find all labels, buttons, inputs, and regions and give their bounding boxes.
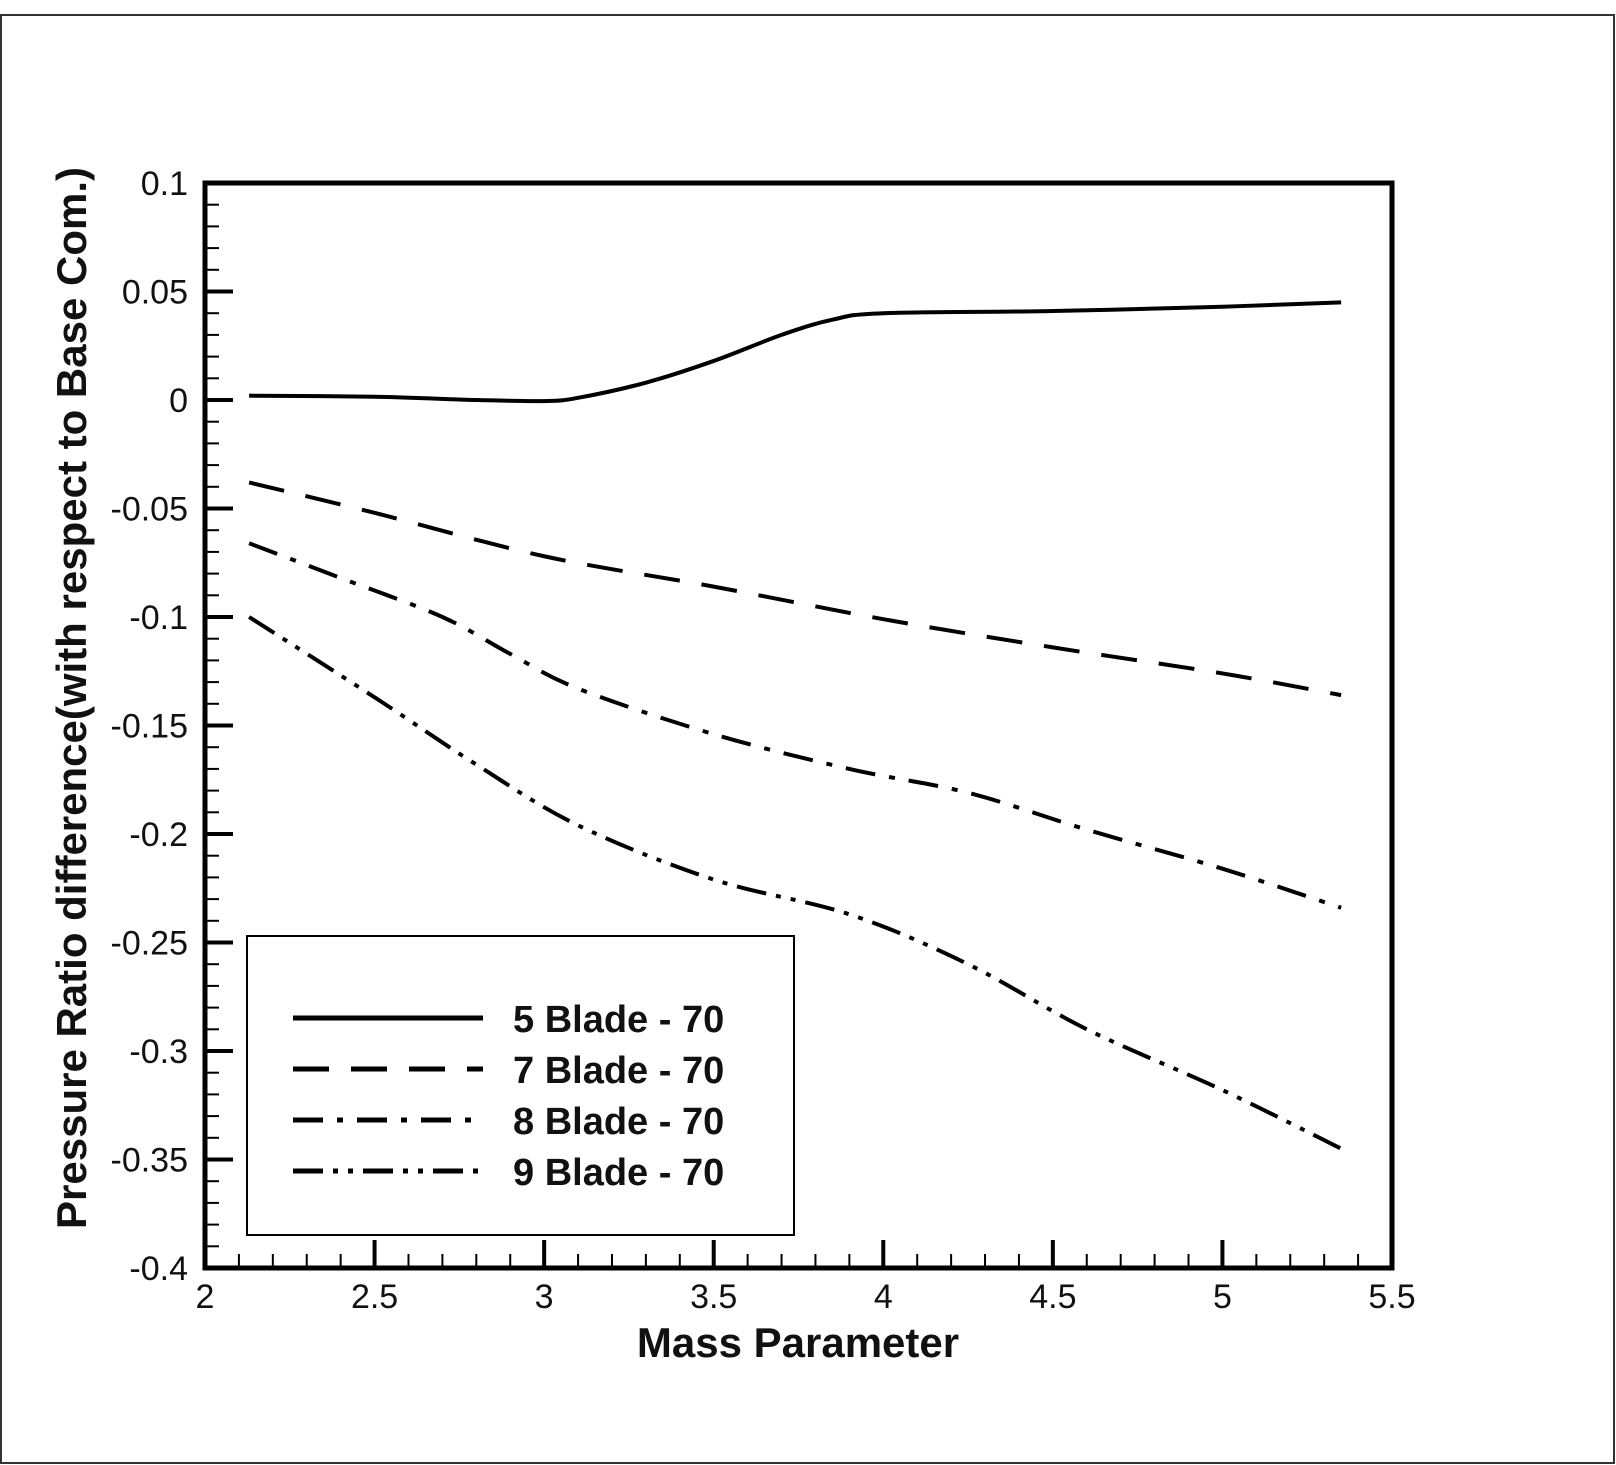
x-axis-title: Mass Parameter bbox=[637, 1319, 959, 1366]
y-tick-label: 0.05 bbox=[122, 274, 188, 312]
x-tick-label: 3.5 bbox=[690, 1278, 737, 1316]
legend-label: 9 Blade - 70 bbox=[513, 1152, 724, 1194]
plot-area-border bbox=[202, 180, 1395, 1271]
x-tick-label: 5 bbox=[1213, 1278, 1232, 1316]
legend-label: 8 Blade - 70 bbox=[513, 1101, 724, 1143]
y-tick-label: -0.2 bbox=[129, 816, 188, 854]
y-tick-label: -0.25 bbox=[111, 925, 189, 963]
y-tick-label: -0.35 bbox=[111, 1142, 189, 1180]
series-line-1 bbox=[249, 300, 1342, 404]
y-tick-label: -0.1 bbox=[129, 599, 188, 637]
y-tick-label: -0.4 bbox=[129, 1250, 188, 1288]
x-tick-label: 3 bbox=[535, 1278, 554, 1316]
x-tick-label: 4 bbox=[874, 1278, 893, 1316]
x-tick-label: 2.5 bbox=[351, 1278, 398, 1316]
y-tick-label: -0.05 bbox=[111, 491, 189, 529]
y-tick-label: -0.3 bbox=[129, 1033, 188, 1071]
y-tick-label: 0.1 bbox=[141, 165, 188, 203]
x-tick-label: 5.5 bbox=[1368, 1278, 1415, 1316]
y-tick-label: 0 bbox=[169, 382, 188, 420]
legend-label: 5 Blade - 70 bbox=[513, 999, 724, 1041]
x-tick-label: 4.5 bbox=[1029, 1278, 1076, 1316]
figure-frame bbox=[0, 14, 1615, 1464]
legend: 5 Blade - 70 7 Blade - 70 8 Blade - 70 9 Bl… bbox=[246, 935, 795, 1236]
x-tick-label: 2 bbox=[196, 1278, 215, 1316]
legend-box bbox=[246, 935, 795, 1236]
series-line-2 bbox=[248, 480, 1342, 698]
y-tick-label: -0.15 bbox=[111, 708, 189, 746]
y-axis-title: Pressure Ratio difference(with respect t… bbox=[48, 167, 95, 1229]
legend-label: 7 Blade - 70 bbox=[513, 1050, 724, 1092]
